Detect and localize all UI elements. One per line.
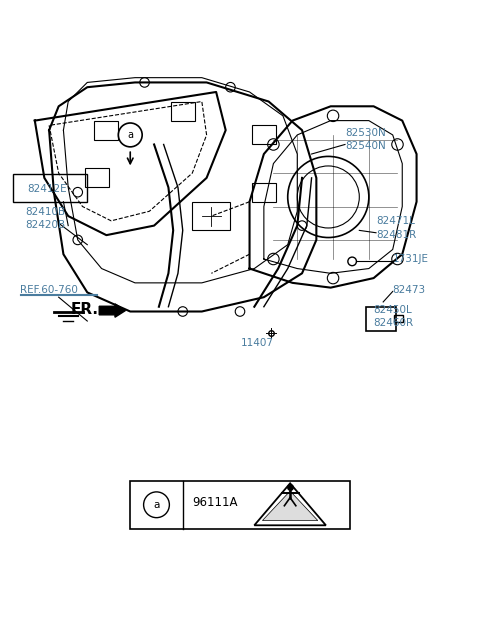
Text: 82450L
82460R: 82450L 82460R (373, 305, 414, 328)
FancyArrow shape (99, 304, 125, 317)
Text: 11407: 11407 (240, 338, 274, 348)
Bar (252, 125, 276, 145)
Bar (85, 168, 109, 188)
Text: 82530N
82540N: 82530N 82540N (345, 128, 386, 151)
Text: FR.: FR. (71, 302, 98, 316)
Bar (171, 102, 195, 121)
Text: 82410B
82420B: 82410B 82420B (25, 207, 65, 230)
Bar (192, 202, 230, 231)
Text: 1731JE: 1731JE (393, 254, 429, 264)
Text: REF.60-760: REF.60-760 (21, 285, 78, 295)
Bar (394, 315, 403, 323)
Bar (130, 481, 350, 529)
Text: 82471L
82481R: 82471L 82481R (376, 216, 416, 240)
Text: 82412E: 82412E (28, 184, 67, 194)
Bar (95, 121, 118, 140)
Text: a: a (153, 500, 160, 510)
Text: a: a (127, 130, 133, 140)
Bar (365, 307, 396, 331)
Polygon shape (263, 491, 318, 521)
Text: 96111A: 96111A (192, 496, 238, 509)
Bar (252, 183, 276, 202)
Text: 82473: 82473 (393, 285, 426, 295)
